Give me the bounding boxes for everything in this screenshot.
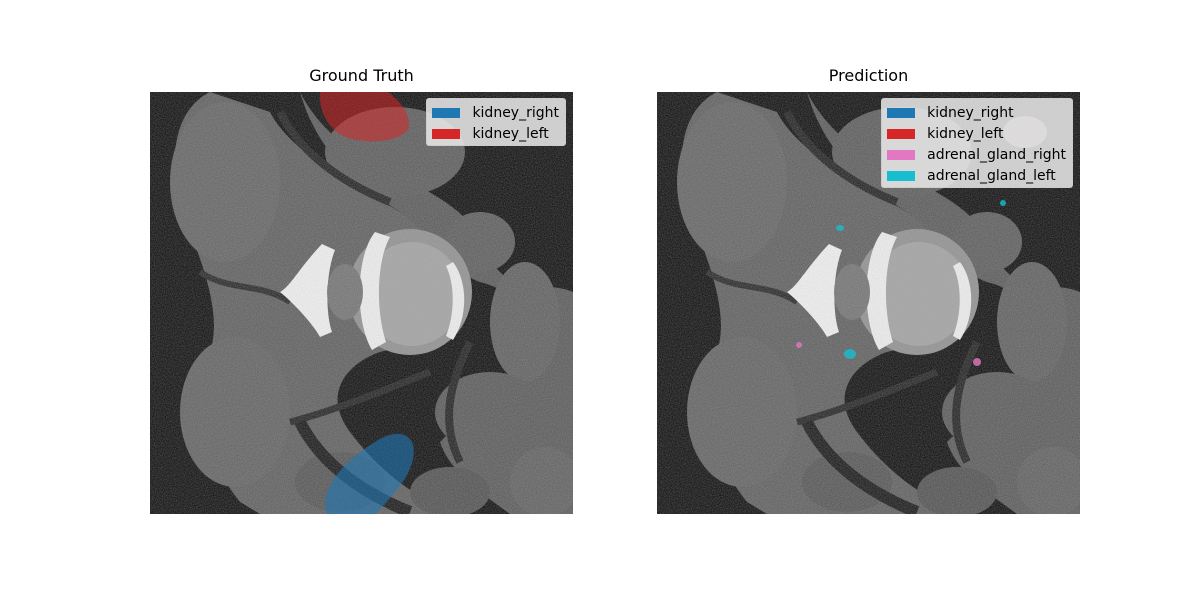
legend-swatch [432,107,461,118]
prediction-legend: kidney_right kidney_left adrenal_gland_r… [881,98,1073,188]
adrenal-gland-left-blob [1000,200,1006,206]
kidney-left-mask [319,92,409,142]
adrenal-gland-left-blob [844,349,856,359]
legend-swatch [887,128,916,139]
ground-truth-scan: kidney_right kidney_left [150,92,573,514]
legend-item-kidney-right: kidney_right [432,102,559,123]
legend-label: adrenal_gland_left [927,167,1056,184]
legend-swatch [887,107,916,118]
scan-noise [150,92,573,514]
legend-swatch [432,128,461,139]
legend-swatch [887,149,916,160]
kidney-right-mask [325,433,414,514]
ground-truth-title: Ground Truth [309,66,414,85]
adrenal-gland-left-blob [836,225,844,231]
legend-label: kidney_left [927,125,1004,142]
legend-item-adrenal-gland-left: adrenal_gland_left [887,165,1066,186]
legend-item-kidney-left: kidney_left [432,123,559,144]
legend-swatch [887,170,916,181]
legend-label: kidney_right [927,104,1014,121]
legend-item-kidney-right: kidney_right [887,102,1066,123]
ct-scan-image [657,92,1080,514]
adrenal-gland-right-blob [973,358,981,366]
ct-scan-image [150,92,573,514]
ground-truth-legend: kidney_right kidney_left [426,98,566,146]
legend-item-adrenal-gland-right: adrenal_gland_right [887,144,1066,165]
prediction-scan: kidney_right kidney_left adrenal_gland_r… [657,92,1080,514]
adrenal-gland-right-blob [796,342,802,348]
legend-item-kidney-left: kidney_left [887,123,1066,144]
legend-label: kidney_left [472,125,549,142]
legend-label: adrenal_gland_right [927,146,1066,163]
legend-label: kidney_right [472,104,559,121]
prediction-title: Prediction [828,66,909,85]
